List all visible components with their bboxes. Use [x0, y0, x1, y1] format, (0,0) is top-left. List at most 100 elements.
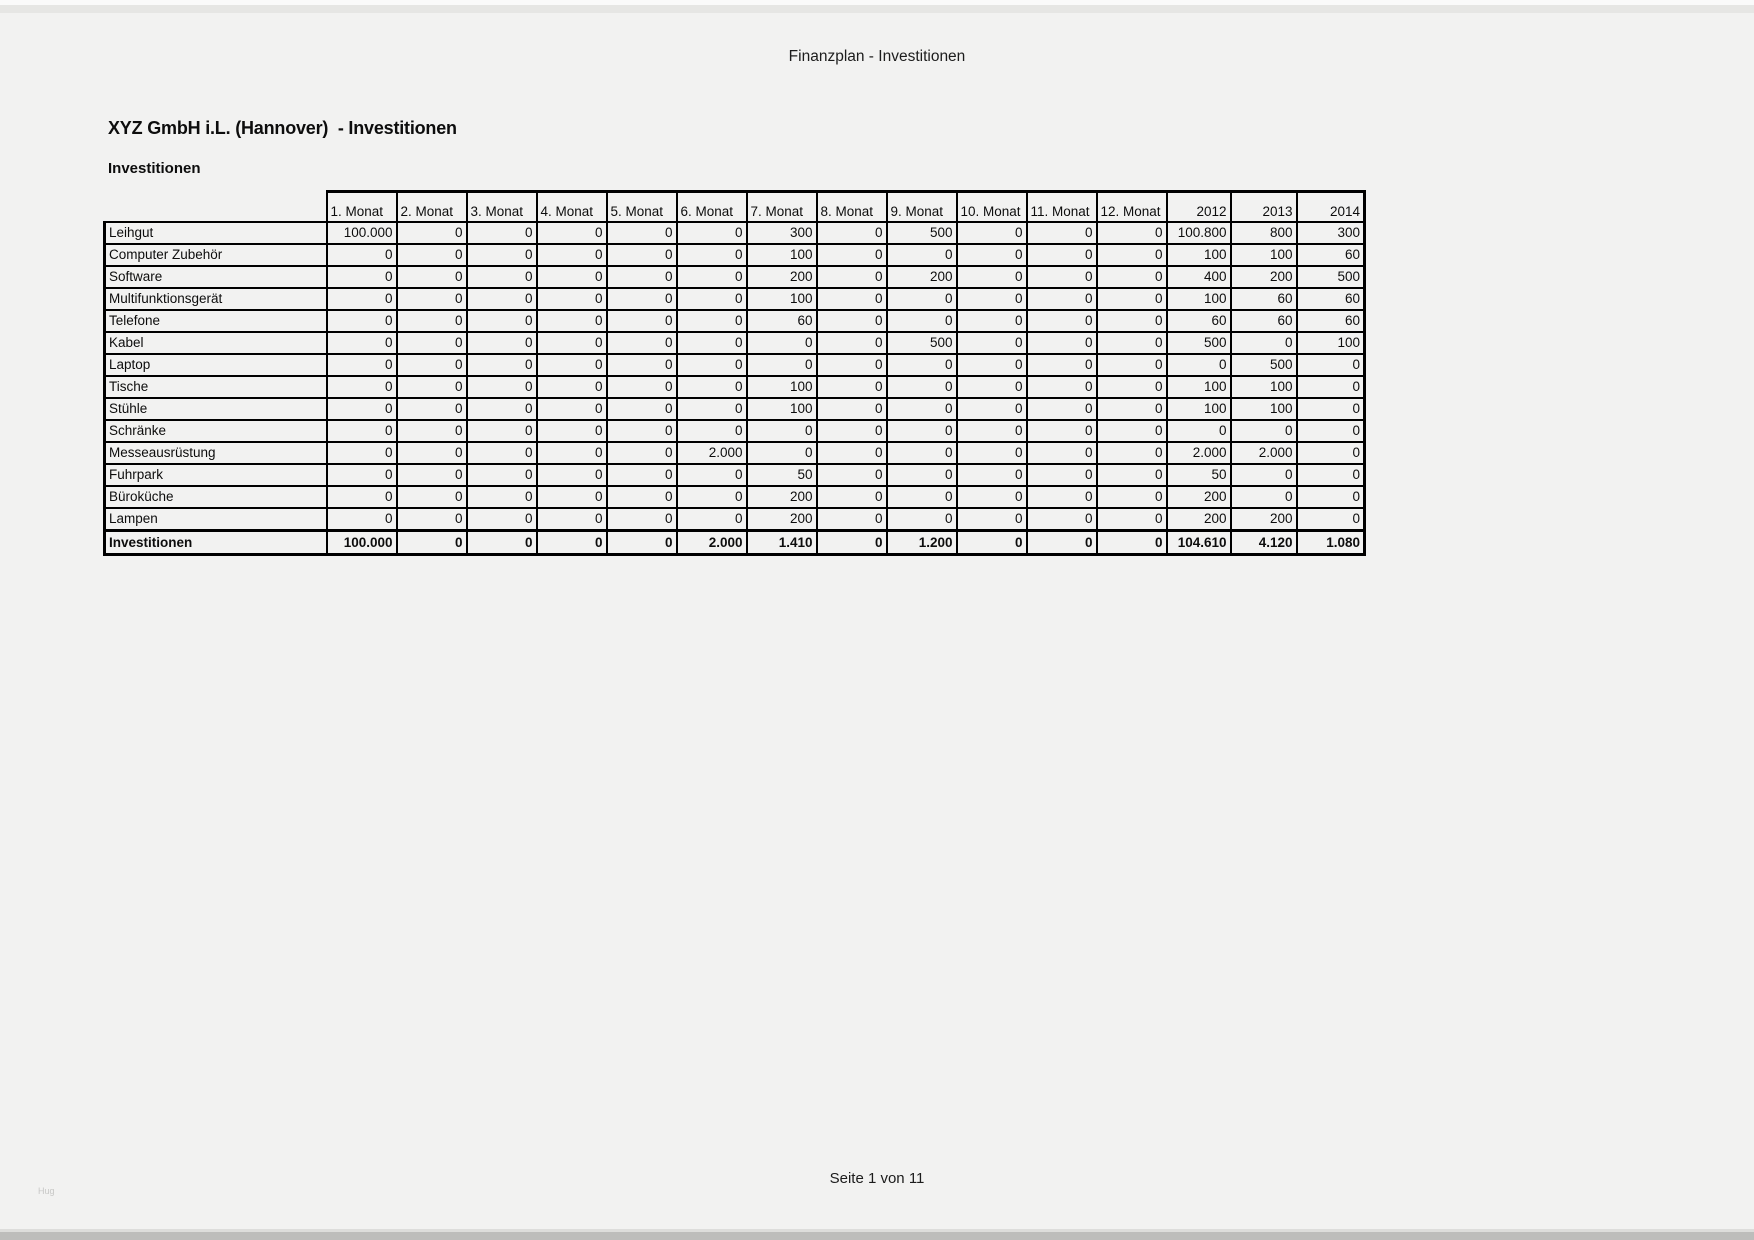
total-value-cell: 4.120 [1229, 529, 1298, 556]
value-cell: 0 [605, 463, 678, 487]
value-cell: 0 [325, 287, 398, 311]
table-row: Software 0 0 0 0 0 0 200 0 200 0 0 0 400 200 500 [103, 265, 1366, 289]
value-cell: 0 [395, 441, 468, 465]
value-cell: 0 [1229, 485, 1298, 509]
value-cell: 0 [1229, 331, 1298, 355]
value-cell: 0 [395, 353, 468, 377]
value-cell: 500 [885, 221, 958, 245]
value-cell: 0 [465, 375, 538, 399]
table-row: Computer Zubehör 0 0 0 0 0 0 100 0 0 0 0 0 100 100 60 [103, 243, 1366, 267]
value-cell: 0 [325, 419, 398, 443]
column-header-cell: 1. Monat [325, 190, 398, 223]
column-header-cell: 2013 [1229, 190, 1298, 223]
value-cell: 0 [535, 375, 608, 399]
value-cell: 0 [1095, 265, 1168, 289]
value-cell: 0 [325, 375, 398, 399]
value-cell: 0 [535, 485, 608, 509]
table-row: Leihgut 100.000 0 0 0 0 0 300 0 500 0 0 0 100.800 800 3… [103, 221, 1366, 245]
value-cell: 0 [605, 485, 678, 509]
value-cell: 0 [955, 375, 1028, 399]
value-cell: 0 [955, 463, 1028, 487]
value-cell: 0 [395, 397, 468, 421]
value-cell: 0 [605, 309, 678, 333]
column-header-cell: 2012 [1165, 190, 1232, 223]
value-cell: 0 [1095, 441, 1168, 465]
value-cell: 0 [465, 287, 538, 311]
value-cell: 0 [465, 463, 538, 487]
value-cell: 0 [1095, 463, 1168, 487]
value-cell: 0 [1295, 485, 1366, 509]
value-cell: 0 [1025, 353, 1098, 377]
column-header-cell: 5. Monat [605, 190, 678, 223]
total-value-cell: 0 [1095, 529, 1168, 556]
value-cell: 0 [955, 243, 1028, 267]
value-cell: 60 [1229, 287, 1298, 311]
total-value-cell: 0 [605, 529, 678, 556]
value-cell: 0 [1095, 353, 1168, 377]
value-cell: 0 [1025, 375, 1098, 399]
value-cell: 0 [395, 507, 468, 532]
value-cell: 0 [465, 243, 538, 267]
section-title: Investitionen [108, 160, 201, 177]
value-cell: 0 [1025, 309, 1098, 333]
page-edge-bottom-line [0, 1229, 1754, 1232]
value-cell: 0 [395, 309, 468, 333]
value-cell: 0 [605, 375, 678, 399]
value-cell: 2.000 [1229, 441, 1298, 465]
value-cell: 300 [745, 221, 818, 245]
value-cell: 0 [675, 309, 748, 333]
value-cell: 60 [1295, 243, 1366, 267]
row-label: Schränke [103, 419, 328, 443]
column-header-cell: 11. Monat [1025, 190, 1098, 223]
investments-table: 1. Monat 2. Monat 3. Monat 4. Monat 5. Monat… [103, 190, 1366, 556]
total-value-cell: 0 [465, 529, 538, 556]
value-cell: 0 [535, 397, 608, 421]
value-cell: 0 [675, 485, 748, 509]
value-cell: 100.800 [1165, 221, 1232, 245]
value-cell: 0 [1295, 353, 1366, 377]
value-cell: 0 [1025, 243, 1098, 267]
value-cell: 100 [1165, 375, 1232, 399]
value-cell: 0 [465, 397, 538, 421]
value-cell: 0 [605, 397, 678, 421]
row-label: Multifunktionsgerät [103, 287, 328, 311]
column-header-cell: 2. Monat [395, 190, 468, 223]
value-cell: 0 [675, 463, 748, 487]
value-cell: 60 [1295, 309, 1366, 333]
value-cell: 0 [535, 309, 608, 333]
value-cell: 0 [1095, 507, 1168, 532]
value-cell: 0 [675, 353, 748, 377]
value-cell: 0 [605, 287, 678, 311]
value-cell: 0 [1025, 265, 1098, 289]
value-cell: 0 [1025, 287, 1098, 311]
column-header-cell: 8. Monat [815, 190, 888, 223]
value-cell: 100 [1229, 397, 1298, 421]
value-cell: 0 [955, 309, 1028, 333]
total-value-cell: 0 [815, 529, 888, 556]
value-cell: 0 [1025, 419, 1098, 443]
column-header-cell: 10. Monat [955, 190, 1028, 223]
value-cell: 100 [1165, 243, 1232, 267]
value-cell: 100 [745, 397, 818, 421]
column-header-cell: 4. Monat [535, 190, 608, 223]
value-cell: 0 [1025, 507, 1098, 532]
value-cell: 0 [325, 397, 398, 421]
column-header-cell: 3. Monat [465, 190, 538, 223]
value-cell: 500 [1295, 265, 1366, 289]
value-cell: 0 [885, 485, 958, 509]
value-cell: 0 [675, 397, 748, 421]
value-cell: 0 [955, 221, 1028, 245]
value-cell: 200 [1229, 265, 1298, 289]
value-cell: 0 [955, 265, 1028, 289]
row-label: Telefone [103, 309, 328, 333]
value-cell: 0 [535, 463, 608, 487]
page-number-footer: Seite 1 von 11 [829, 1170, 925, 1187]
value-cell: 0 [325, 309, 398, 333]
value-cell: 0 [885, 353, 958, 377]
document-header-text: Finanzplan - Investitionen [788, 48, 966, 65]
table-row: Laptop 0 0 0 0 0 0 0 0 0 0 0 0 0 500 0 [103, 353, 1366, 377]
value-cell: 0 [535, 221, 608, 245]
total-value-cell: 104.610 [1165, 529, 1232, 556]
value-cell: 0 [395, 419, 468, 443]
